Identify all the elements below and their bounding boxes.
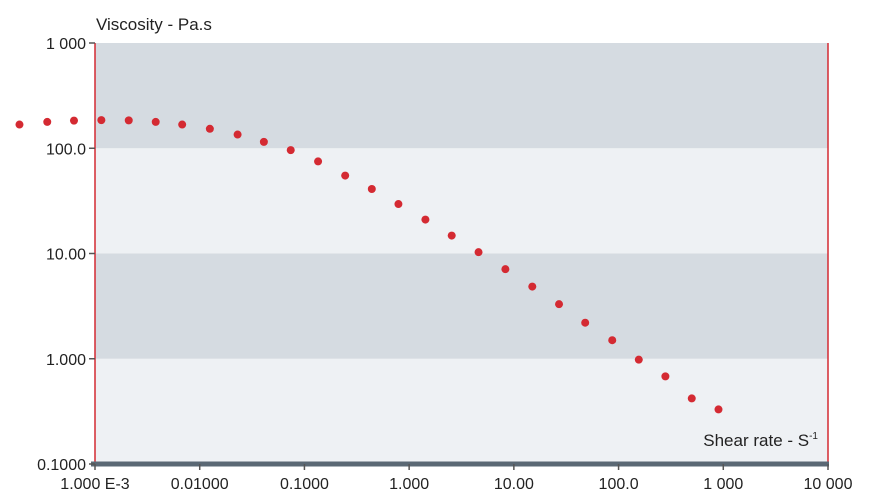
x-tick-label: 0.1000	[280, 476, 329, 493]
data-point	[474, 248, 483, 257]
data-point	[528, 282, 537, 291]
x-axis-title-text: Shear rate - S	[703, 431, 809, 450]
data-point	[43, 117, 52, 126]
data-point	[259, 137, 268, 146]
x-axis-ticks: 1.000 E-3 0.01000 0.1000 1.000 10.00 100.0 1 0…	[60, 464, 853, 493]
data-point	[555, 300, 564, 309]
data-point	[714, 405, 723, 414]
data-series	[15, 116, 723, 414]
grid-bands	[95, 43, 828, 464]
data-point	[634, 355, 643, 364]
grid-band	[95, 148, 828, 254]
x-tick-label: 0.01000	[171, 476, 229, 493]
data-point	[233, 130, 242, 139]
y-axis-title: Viscosity - Pa.s	[96, 15, 212, 34]
x-tick-label: 1 000	[703, 476, 743, 493]
data-point	[178, 120, 187, 129]
data-point	[687, 394, 696, 403]
grid-band	[95, 358, 828, 464]
data-point	[69, 116, 78, 125]
y-tick-label: 10.00	[46, 247, 86, 264]
data-point	[205, 124, 214, 133]
data-point	[286, 146, 295, 155]
x-tick-label: 1.000 E-3	[60, 476, 129, 493]
data-point	[367, 185, 376, 194]
y-tick-label: 1 000	[46, 36, 86, 53]
data-point	[97, 116, 106, 125]
x-axis-title-superscript: -1	[809, 431, 818, 442]
x-tick-label: 100.0	[599, 476, 639, 493]
data-point	[447, 231, 456, 240]
data-point	[661, 372, 670, 381]
y-tick-label: 0.1000	[37, 457, 86, 474]
data-point	[124, 116, 133, 125]
data-point	[151, 117, 160, 126]
data-point	[608, 336, 617, 345]
data-point	[341, 171, 350, 180]
grid-band	[95, 43, 828, 149]
y-tick-label: 1.000	[46, 352, 86, 369]
y-tick-label: 100.0	[46, 141, 86, 158]
data-point	[394, 200, 403, 209]
data-point	[15, 120, 24, 129]
grid-band	[95, 253, 828, 359]
data-point	[581, 318, 590, 327]
y-axis-ticks: 0.1000 1.000 10.00 100.0 1 000	[37, 36, 95, 474]
x-tick-label: 10.00	[494, 476, 534, 493]
x-tick-label: 1.000	[389, 476, 429, 493]
x-tick-label: 10 000	[804, 476, 853, 493]
data-point	[314, 157, 323, 166]
data-point	[501, 265, 510, 274]
data-point	[421, 215, 430, 224]
x-axis-title: Shear rate - S-1	[703, 431, 818, 450]
